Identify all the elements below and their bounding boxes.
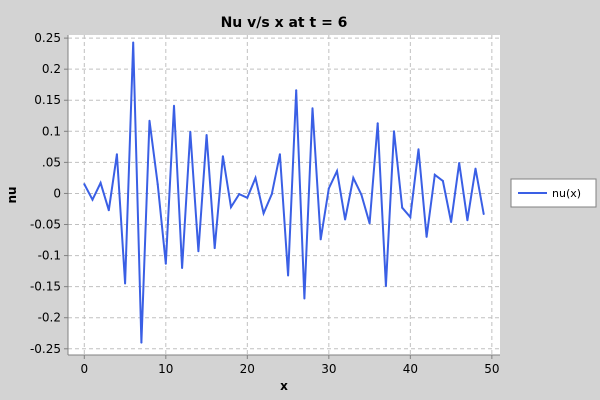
y-tick-label: 0.1 — [42, 124, 61, 138]
data-point — [482, 213, 485, 215]
data-point — [384, 285, 387, 287]
x-tick-label: 30 — [321, 362, 336, 376]
data-point — [181, 267, 184, 269]
data-point — [287, 274, 290, 277]
data-point — [360, 193, 363, 196]
y-tick-label: .05 — [42, 155, 61, 169]
data-point — [368, 222, 371, 225]
data-point — [441, 180, 444, 182]
y-tick-label: -0.25 — [30, 342, 61, 356]
tick-labels: -0.25 -0.2 -0.15 -0.1 -0.05 0 .05 0.1 0.15 0.2 0.2… — [30, 31, 500, 376]
data-point — [466, 219, 469, 222]
data-point — [99, 181, 102, 184]
data-point — [238, 193, 241, 196]
data-point — [254, 176, 257, 179]
y-tick-label: 0.15 — [34, 93, 61, 107]
data-point — [148, 119, 151, 122]
data-point — [270, 193, 273, 196]
data-point — [336, 170, 338, 173]
y-tick-label: 0 — [53, 186, 61, 200]
legend-label: nu(x) — [552, 187, 581, 200]
data-point — [124, 282, 127, 285]
data-point — [303, 297, 306, 300]
y-tick-label: -0.05 — [30, 218, 61, 232]
data-point — [409, 216, 412, 219]
grid-lines — [68, 35, 500, 355]
data-point — [246, 196, 249, 199]
x-tick-label: 10 — [158, 362, 173, 376]
data-point — [221, 155, 224, 158]
x-tick-label: 0 — [80, 362, 88, 376]
data-point — [91, 198, 94, 201]
data-point — [156, 183, 159, 186]
data-point — [230, 206, 232, 209]
data-point — [425, 235, 428, 238]
data-point — [173, 104, 175, 107]
data-point — [115, 153, 118, 156]
data-point — [140, 341, 143, 344]
data-point — [83, 183, 86, 186]
chart-title: Nu v/s x at t = 6 — [221, 15, 348, 31]
data-point — [327, 187, 330, 190]
data-point — [319, 238, 322, 241]
data-point — [352, 176, 355, 179]
data-point — [401, 206, 404, 209]
y-axis-label: nu — [5, 186, 19, 203]
data-point — [132, 41, 135, 44]
series-lines — [83, 41, 485, 344]
data-point — [107, 209, 110, 212]
x-axis-label: x — [280, 379, 288, 393]
data-point — [458, 162, 461, 164]
data-point — [197, 250, 200, 253]
data-point — [262, 212, 265, 215]
data-point — [474, 167, 477, 170]
data-point — [344, 218, 347, 221]
data-point — [278, 153, 281, 156]
data-point — [295, 89, 298, 92]
data-point — [433, 173, 436, 176]
x-tick-label: 20 — [240, 362, 255, 376]
data-point — [450, 221, 453, 223]
series-line — [83, 42, 485, 343]
y-tick-label: -0.1 — [38, 249, 61, 263]
data-point — [213, 247, 216, 250]
legend: nu(x) — [510, 178, 597, 208]
data-point — [311, 107, 314, 110]
data-point — [205, 134, 208, 136]
y-tick-label: -0.2 — [38, 311, 61, 325]
y-tick-label: 0.25 — [34, 31, 61, 45]
y-tick-label: 0.2 — [42, 62, 61, 76]
data-point — [189, 130, 192, 133]
data-point — [164, 262, 167, 265]
data-point — [376, 122, 379, 125]
axes — [64, 35, 500, 359]
data-point — [417, 148, 420, 151]
x-tick-label: 50 — [484, 362, 499, 376]
data-point — [393, 130, 395, 133]
x-tick-label: 40 — [403, 362, 418, 376]
y-tick-label: -0.15 — [30, 280, 61, 294]
